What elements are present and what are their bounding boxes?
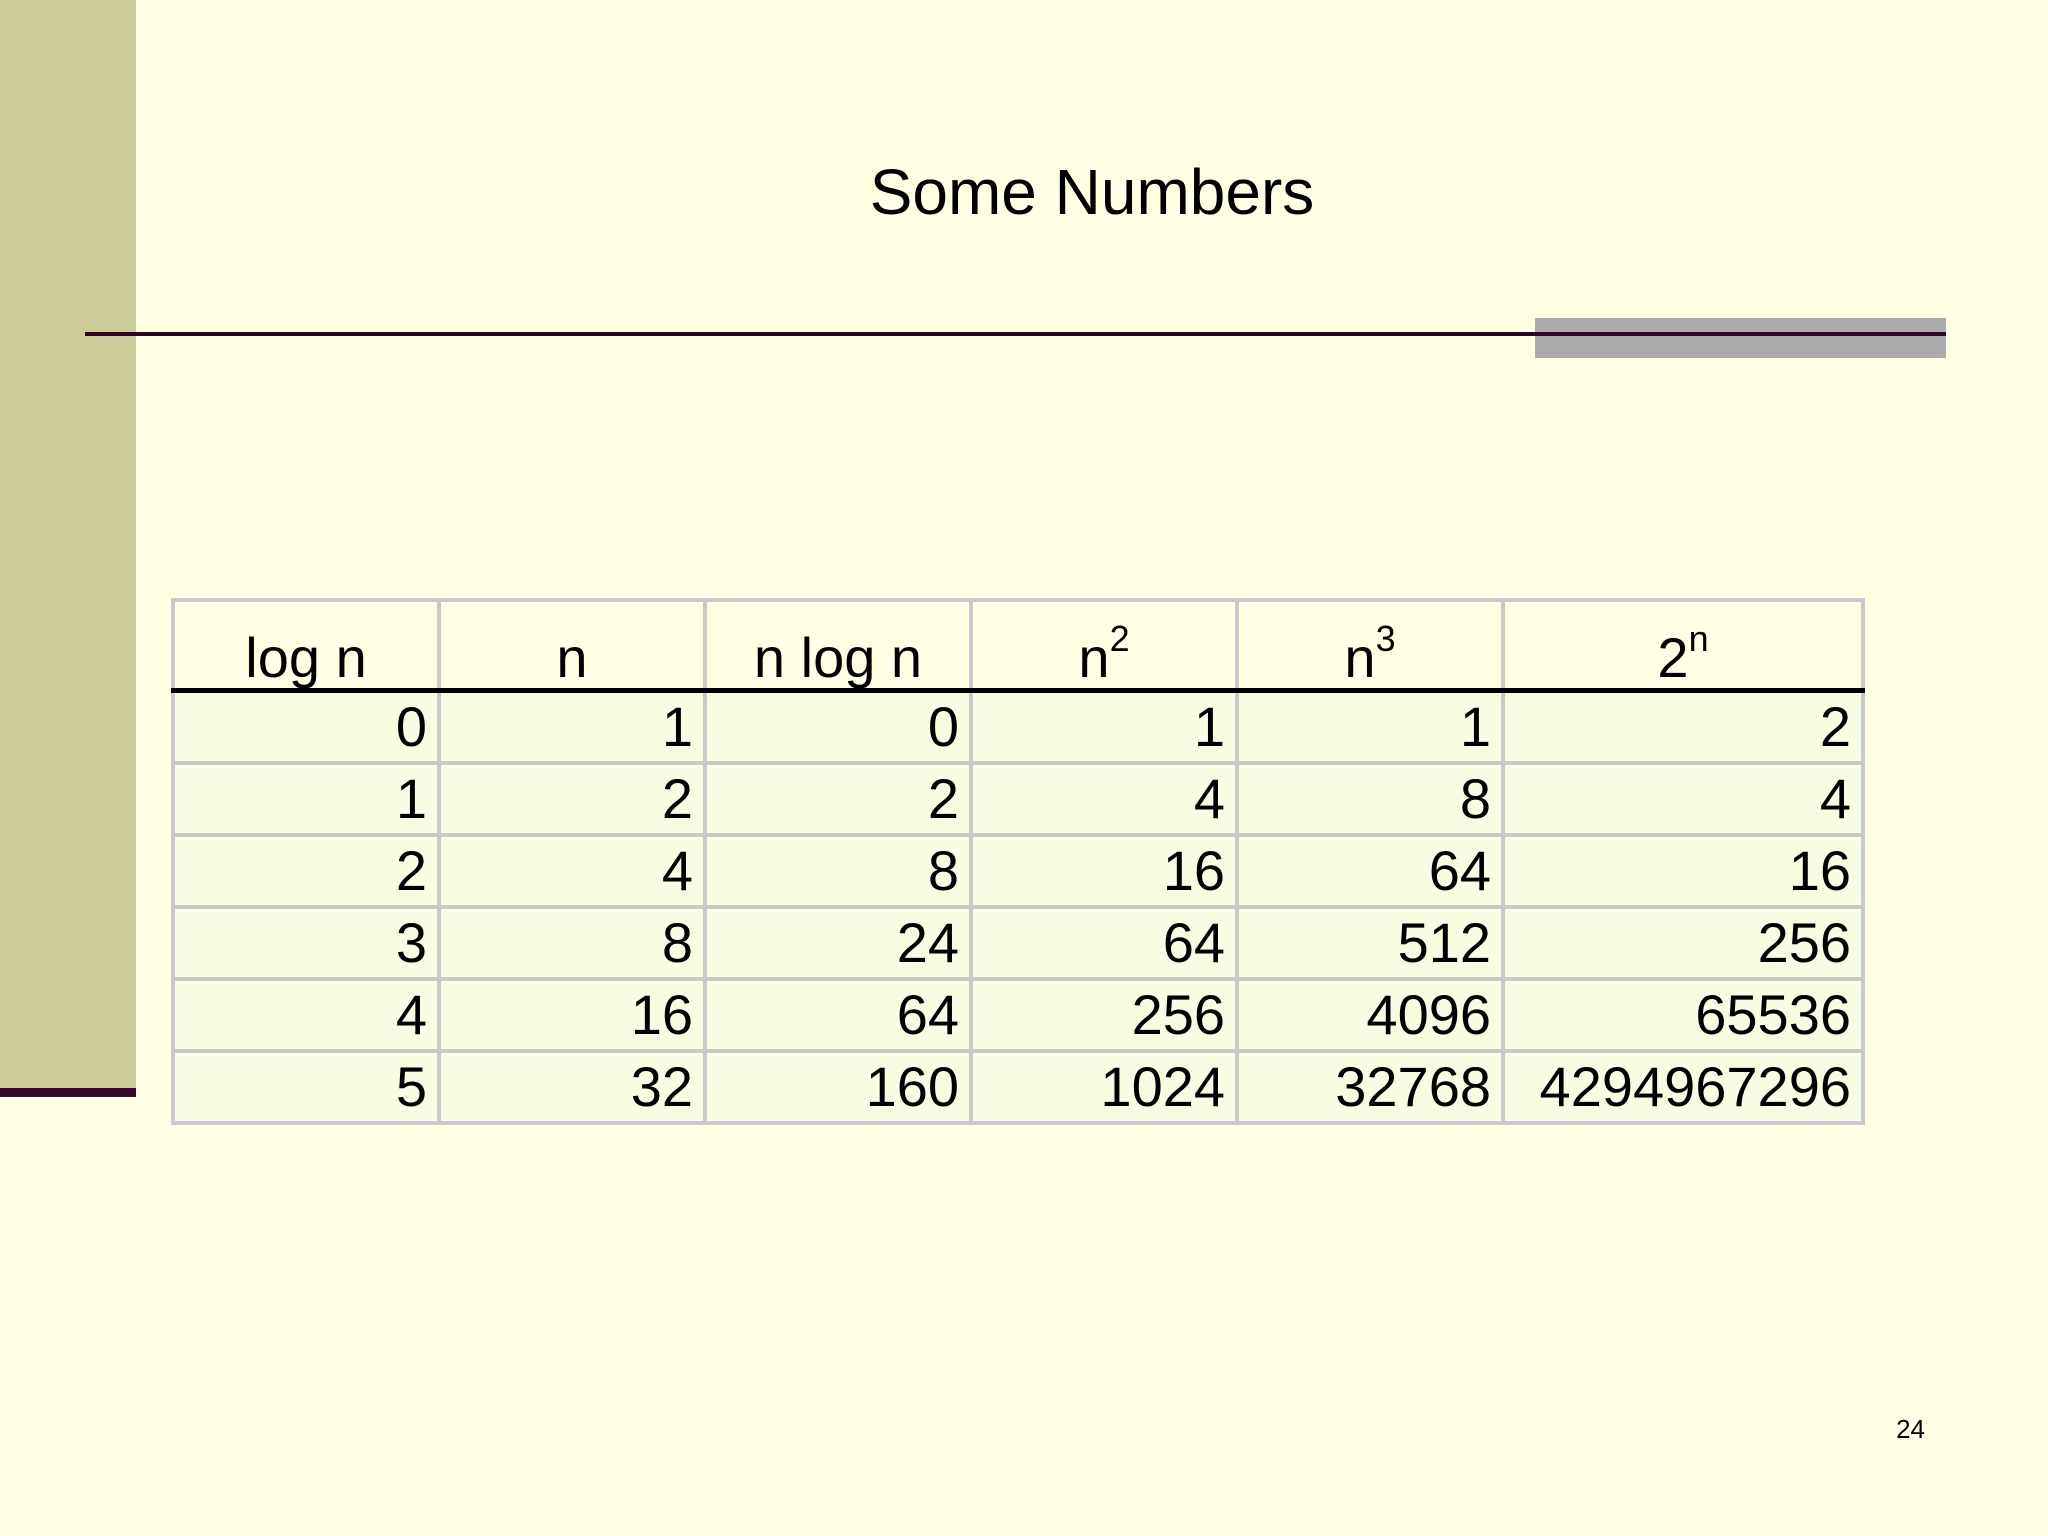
column-header-log-n: log n	[171, 598, 441, 693]
table-cell: 1024	[969, 1049, 1239, 1125]
table-cell: 2	[1501, 688, 1865, 765]
table-cell: 24	[703, 905, 973, 981]
header-text: n	[1344, 626, 1376, 689]
column-header-n-log-n: n log n	[703, 598, 973, 693]
table-cell: 64	[1235, 833, 1505, 909]
slide-title: Some Numbers	[869, 156, 1315, 228]
table-cell: 256	[969, 977, 1239, 1053]
table-cell: 4294967296	[1501, 1049, 1865, 1125]
table-cell: 64	[703, 977, 973, 1053]
table-row: 4 16 64 256 4096 65536	[171, 977, 1865, 1053]
table-cell: 4	[437, 833, 707, 909]
table-cell: 4	[171, 977, 441, 1053]
table-cell: 1	[969, 688, 1239, 765]
table-row: 2 4 8 16 64 16	[171, 833, 1865, 909]
table-cell: 2	[171, 833, 441, 909]
title-rule-shadow	[1535, 318, 1946, 358]
table-cell: 2	[703, 761, 973, 837]
table-cell: 16	[1501, 833, 1865, 909]
table-cell: 4	[1501, 761, 1865, 837]
table-cell: 4	[969, 761, 1239, 837]
header-text: log n	[245, 626, 367, 689]
table-cell: 2	[437, 761, 707, 837]
table-cell: 16	[969, 833, 1239, 909]
table-cell: 16	[437, 977, 707, 1053]
column-header-n-cubed: n3	[1235, 598, 1505, 693]
table-cell: 3	[171, 905, 441, 981]
table-cell: 8	[437, 905, 707, 981]
header-text: n log n	[753, 626, 923, 689]
side-decor-band	[0, 0, 136, 1088]
table-cell: 8	[1235, 761, 1505, 837]
header-text: n	[1078, 626, 1110, 689]
column-header-n-squared: n2	[969, 598, 1239, 693]
table-cell: 160	[703, 1049, 973, 1125]
column-header-n: n	[437, 598, 707, 693]
header-superscript: 3	[1375, 618, 1396, 659]
column-header-two-power-n: 2n	[1501, 598, 1865, 693]
table-row: 1 2 2 4 8 4	[171, 761, 1865, 837]
header-text: 2	[1657, 626, 1689, 689]
table-row: 5 32 160 1024 32768 4294967296	[171, 1049, 1865, 1125]
header-text: n	[556, 626, 588, 689]
table-cell: 4096	[1235, 977, 1505, 1053]
table-cell: 0	[703, 688, 973, 765]
table-cell: 1	[1235, 688, 1505, 765]
table-cell: 64	[969, 905, 1239, 981]
table-cell: 256	[1501, 905, 1865, 981]
table-row: 3 8 24 64 512 256	[171, 905, 1865, 981]
table-cell: 8	[703, 833, 973, 909]
page-number: 24	[1896, 1414, 1925, 1444]
side-decor-band-edge	[0, 1088, 136, 1097]
table-cell: 65536	[1501, 977, 1865, 1053]
table-cell: 32	[437, 1049, 707, 1125]
table-header-row: log n n n log n n2 n3 2n	[171, 598, 1865, 693]
title-rule	[85, 332, 1946, 336]
table-row: 0 1 0 1 1 2	[171, 688, 1865, 765]
table-cell: 512	[1235, 905, 1505, 981]
table-cell: 1	[437, 688, 707, 765]
header-superscript: 2	[1109, 618, 1130, 659]
table-cell: 1	[171, 761, 441, 837]
header-superscript: n	[1688, 618, 1709, 659]
table-cell: 5	[171, 1049, 441, 1125]
table-cell: 0	[171, 688, 441, 765]
numbers-table: log n n n log n n2 n3 2n 0 1 0 1 1 2 1 2…	[171, 598, 1865, 1125]
table-cell: 32768	[1235, 1049, 1505, 1125]
